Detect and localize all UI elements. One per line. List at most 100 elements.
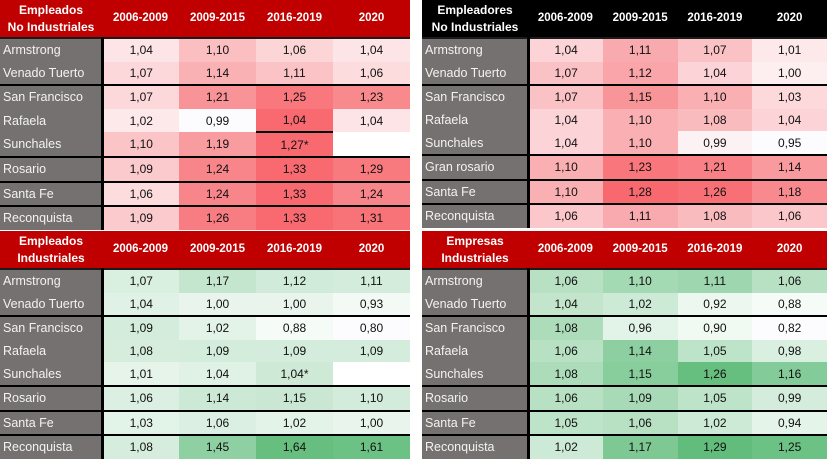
value-cell: 1,02 [256, 409, 333, 436]
column-header: 2020 [333, 231, 410, 270]
value-cell: 0,88 [752, 292, 827, 317]
value-cell: 1,64 [256, 434, 333, 459]
value-cell: 1,01 [102, 362, 179, 386]
value-cell: 1,04 [752, 108, 827, 132]
value-cell: 1,14 [179, 61, 256, 86]
value-cell: 1,07 [102, 269, 179, 293]
value-cell: 1,02 [528, 434, 603, 459]
value-cell: 1,06 [528, 339, 603, 363]
table-row: Armstrong 1,06 1,10 1,11 1,06 [422, 269, 827, 293]
value-cell: 1,09 [179, 339, 256, 363]
row-label: Rosario [0, 384, 104, 411]
value-cell: 1,23 [602, 153, 678, 180]
value-cell: 1,02 [602, 292, 678, 317]
value-cell: 1,06 [528, 384, 603, 411]
row-label: Santa Fe [422, 178, 530, 205]
value-cell: 1,04 [333, 38, 410, 62]
value-cell: 1,05 [677, 384, 753, 411]
value-cell: 1,06 [102, 384, 179, 411]
value-cell: 1,04 [677, 61, 753, 86]
value-cell: 1,21 [677, 153, 753, 180]
value-cell: 1,08 [528, 362, 603, 386]
row-label: Sunchales [422, 131, 530, 155]
table-title-line-1: Empleados [18, 2, 84, 17]
table-row: Sunchales 1,04 1,10 0,99 0,95 [422, 131, 827, 155]
column-header: 2006-2009 [528, 0, 603, 39]
value-cell: 1,09 [602, 384, 678, 411]
row-label: Santa Fe [0, 180, 104, 207]
row-label: Armstrong [422, 38, 530, 62]
value-cell: 1,04 [528, 292, 603, 317]
row-label: Armstrong [0, 38, 104, 62]
table-title: Empleados Industriales [0, 231, 102, 270]
value-cell: 1,10 [102, 132, 179, 157]
table-row: San Francisco 1,07 1,21 1,25 1,23 [0, 84, 410, 109]
value-cell: 1,08 [102, 434, 179, 459]
value-cell: 0,80 [333, 315, 410, 340]
value-cell: 1,15 [602, 84, 678, 109]
table-row: San Francisco 1,08 0,96 0,90 0,82 [422, 315, 827, 340]
value-cell: 0,94 [752, 409, 827, 436]
value-cell: 0,96 [602, 315, 678, 340]
row-label: San Francisco [422, 84, 530, 109]
value-cell: 1,10 [602, 131, 678, 155]
table-row: Santa Fe 1,10 1,28 1,26 1,18 [422, 178, 827, 205]
value-cell [333, 362, 410, 386]
value-cell: 1,11 [256, 61, 333, 86]
value-cell: 1,04* [256, 362, 333, 386]
row-label: Venado Tuerto [0, 292, 104, 317]
row-label: Reconquista [0, 205, 104, 230]
table-title: Empleadores No Industriales [422, 0, 528, 39]
table-empleados-no-industriales: Empleados No Industriales 2006-2009 2009-20… [0, 0, 410, 230]
table-row: Rafaela 1,08 1,09 1,09 1,09 [0, 339, 410, 363]
value-cell: 1,07 [677, 38, 753, 62]
column-header: 2009-2015 [602, 231, 678, 270]
value-cell: 1,09 [102, 315, 179, 340]
value-cell: 1,28 [602, 178, 678, 205]
value-cell: 1,10 [528, 178, 603, 205]
value-cell: 1,00 [256, 292, 333, 317]
value-cell: 0,88 [256, 315, 333, 340]
table-row: Santa Fe 1,06 1,24 1,33 1,24 [0, 180, 410, 207]
value-cell: 1,17 [179, 269, 256, 293]
table-title-line-1: Empresas [446, 233, 504, 248]
value-cell: 1,15 [256, 384, 333, 411]
value-cell: 1,03 [102, 409, 179, 436]
table-title-line-1: Empleados [18, 233, 84, 248]
value-cell: 0,98 [752, 339, 827, 363]
table-row: Venado Tuerto 1,04 1,02 0,92 0,88 [422, 292, 827, 317]
value-cell: 1,25 [752, 434, 827, 459]
table-row: Rafaela 1,04 1,10 1,08 1,04 [422, 108, 827, 132]
table-row: Rosario 1,09 1,24 1,33 1,29 [0, 155, 410, 182]
table-row: Venado Tuerto 1,07 1,14 1,11 1,06 [0, 61, 410, 86]
value-cell: 1,07 [528, 61, 603, 86]
value-cell: 0,93 [333, 292, 410, 317]
value-cell: 1,04 [333, 108, 410, 133]
value-cell: 1,00 [179, 292, 256, 317]
column-header: 2016-2019 [677, 0, 753, 39]
value-cell: 1,06 [752, 203, 827, 228]
row-label: Sunchales [0, 362, 104, 386]
value-cell: 1,05 [677, 339, 753, 363]
column-header: 2006-2009 [102, 231, 179, 270]
value-cell: 1,11 [602, 38, 678, 62]
value-cell: 1,06 [102, 180, 179, 207]
value-cell: 1,14 [179, 384, 256, 411]
header-row: Empleadores No Industriales 2006-2009 2009-… [422, 0, 827, 39]
value-cell: 1,05 [528, 409, 603, 436]
row-label: Rosario [0, 155, 104, 182]
table-row: Sunchales 1,10 1,19 1,27* [0, 131, 410, 157]
table-row: Armstrong 1,04 1,10 1,06 1,04 [0, 38, 410, 62]
table-row: Armstrong 1,07 1,17 1,12 1,11 [0, 269, 410, 293]
value-cell: 1,04 [102, 292, 179, 317]
column-header: 2020 [752, 231, 827, 270]
row-label: San Francisco [422, 315, 530, 340]
value-cell: 1,07 [102, 84, 179, 109]
row-label: Venado Tuerto [422, 292, 530, 317]
value-cell: 1,08 [677, 108, 753, 132]
value-cell: 1,26 [677, 178, 753, 205]
value-cell: 1,09 [102, 155, 179, 182]
row-label: San Francisco [0, 84, 104, 109]
value-cell: 1,27* [256, 131, 333, 157]
value-cell: 1,45 [179, 434, 256, 459]
